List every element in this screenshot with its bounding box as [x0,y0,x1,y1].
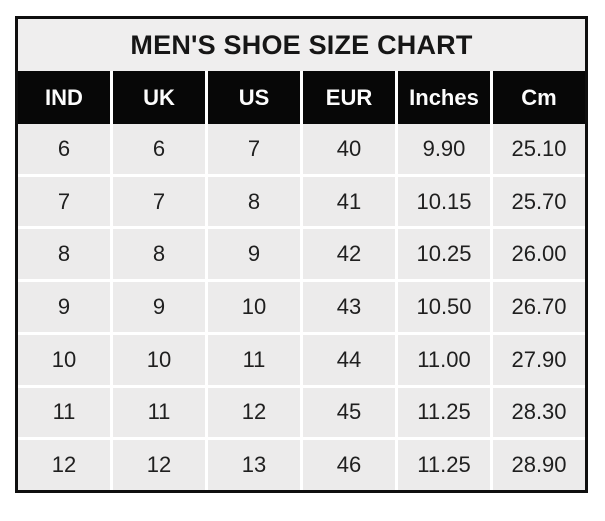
table-cell: 11.25 [398,387,490,438]
table-cell: 9.90 [398,124,490,174]
table-cell: 13 [208,440,300,490]
table-cell: 9 [208,229,300,280]
table-cell: 8 [208,176,300,227]
table-cell: 45 [303,387,395,438]
table-title: MEN'S SHOE SIZE CHART [18,19,585,71]
table-cell: 11.25 [398,440,490,490]
table-cell: 10.15 [398,176,490,227]
table-cell: 11 [113,387,205,438]
table-cell: 7 [208,124,300,174]
table-cell: 7 [18,176,110,227]
table-cell: 11 [18,387,110,438]
table-cell: 10 [18,334,110,385]
table-cell: 8 [18,229,110,280]
table-cell: 10 [208,282,300,332]
table-cell: 26.00 [493,229,585,280]
column-header-uk: UK [113,71,205,124]
column-header-ind: IND [18,71,110,124]
table-cell: 10.50 [398,282,490,332]
table-cell: 11 [208,334,300,385]
table-cell: 40 [303,124,395,174]
table-cell: 12 [18,440,110,490]
column-header-eur: EUR [303,71,395,124]
table-cell: 12 [208,387,300,438]
table-cell: 26.70 [493,282,585,332]
column-header-us: US [208,71,300,124]
table-cell: 6 [18,124,110,174]
table-cell: 9 [18,282,110,332]
table-cell: 8 [113,229,205,280]
table-cell: 41 [303,176,395,227]
column-header-inches: Inches [398,71,490,124]
table-header-row: IND UK US EUR Inches Cm [18,71,585,124]
table-cell: 28.90 [493,440,585,490]
table-body: 6 6 7 40 9.90 25.10 7 7 8 41 10.15 25.70… [18,124,585,490]
table-cell: 6 [113,124,205,174]
table-cell: 10 [113,334,205,385]
table-cell: 42 [303,229,395,280]
table-cell: 44 [303,334,395,385]
table-cell: 12 [113,440,205,490]
table-cell: 9 [113,282,205,332]
shoe-size-chart-table: MEN'S SHOE SIZE CHART IND UK US EUR Inch… [15,16,588,493]
column-header-cm: Cm [493,71,585,124]
table-cell: 28.30 [493,387,585,438]
table-cell: 25.70 [493,176,585,227]
table-cell: 7 [113,176,205,227]
table-cell: 25.10 [493,124,585,174]
table-cell: 10.25 [398,229,490,280]
table-cell: 11.00 [398,334,490,385]
table-cell: 46 [303,440,395,490]
table-cell: 43 [303,282,395,332]
table-cell: 27.90 [493,334,585,385]
